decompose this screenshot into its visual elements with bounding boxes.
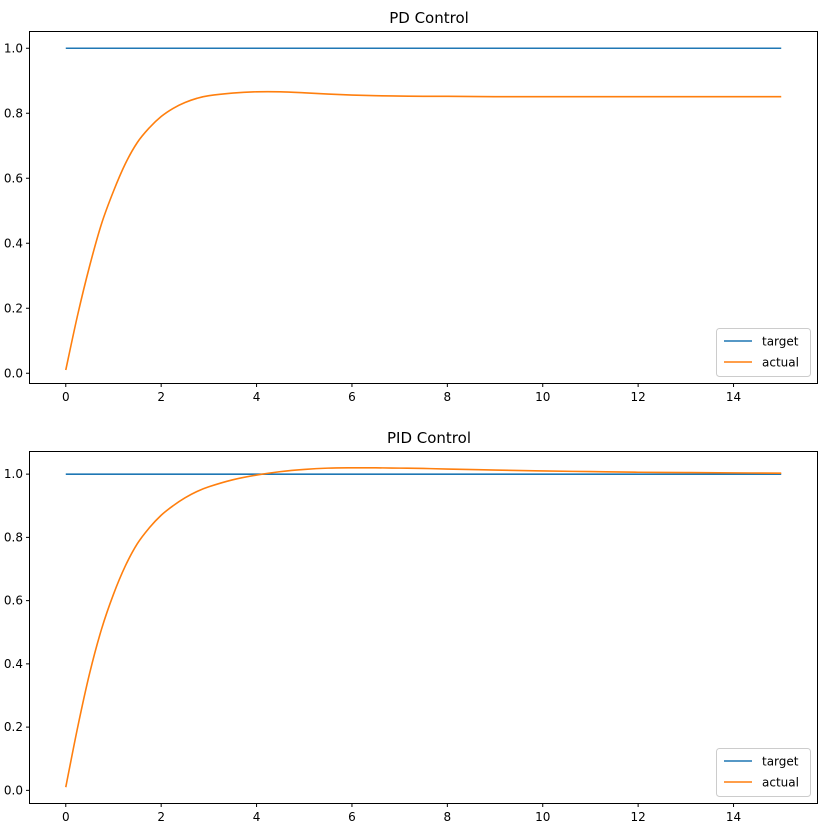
- x-axis: 0 2 4 6 8 10 12 14: [62, 383, 741, 404]
- y-tick-label: 0.8: [4, 106, 23, 120]
- y-tick-label: 1.0: [4, 41, 23, 55]
- legend-label-actual: actual: [762, 776, 799, 790]
- y-tick-label: 0.6: [4, 594, 23, 608]
- x-tick-label: 0: [62, 810, 70, 824]
- y-tick-label: 0.8: [4, 530, 23, 544]
- x-tick-label: 8: [444, 390, 452, 404]
- x-tick-label: 14: [726, 810, 741, 824]
- pd-control-chart: PD Control 0 2 4 6 8 10 12 14 0.0 0.2 0.4 0.6 0.8 1.…: [4, 9, 818, 404]
- chart-title: PD Control: [389, 9, 469, 27]
- series-line-actual: [64, 466, 782, 788]
- x-tick-label: 10: [535, 390, 550, 404]
- x-tick-label: 2: [157, 810, 165, 824]
- y-tick-label: 0.2: [4, 720, 23, 734]
- plot-area-frame: [29, 451, 818, 804]
- x-tick-label: 12: [630, 810, 645, 824]
- x-axis: 0 2 4 6 8 10 12 14: [62, 803, 741, 824]
- x-tick-label: 12: [630, 390, 645, 404]
- series-layer: [64, 47, 782, 371]
- y-axis: 0.0 0.2 0.4 0.6 0.8 1.0: [4, 467, 30, 797]
- x-tick-label: 6: [348, 390, 356, 404]
- x-tick-label: 6: [348, 810, 356, 824]
- x-tick-label: 2: [157, 390, 165, 404]
- series-layer: [64, 466, 782, 788]
- x-tick-label: 14: [726, 390, 741, 404]
- x-tick-label: 0: [62, 390, 70, 404]
- y-tick-label: 0.4: [4, 236, 23, 250]
- pid-control-chart: PID Control 0 2 4 6 8 10 12 14 0.0 0.2 0.4 0.6 0.8 1…: [4, 429, 818, 824]
- y-tick-label: 0.2: [4, 301, 23, 315]
- x-tick-label: 4: [253, 390, 261, 404]
- plot-area-frame: [29, 31, 818, 384]
- x-tick-label: 8: [444, 810, 452, 824]
- y-tick-label: 0.0: [4, 783, 23, 797]
- series-line-actual: [64, 90, 782, 371]
- legend: target actual: [716, 328, 811, 377]
- legend-label-actual: actual: [762, 356, 799, 370]
- x-tick-label: 4: [253, 810, 261, 824]
- chart-title: PID Control: [387, 429, 471, 447]
- y-axis: 0.0 0.2 0.4 0.6 0.8 1.0: [4, 41, 30, 380]
- x-tick-label: 10: [535, 810, 550, 824]
- legend-label-target: target: [762, 755, 799, 769]
- y-tick-label: 0.4: [4, 657, 23, 671]
- y-tick-label: 1.0: [4, 467, 23, 481]
- legend-label-target: target: [762, 335, 799, 349]
- y-tick-label: 0.6: [4, 171, 23, 185]
- y-tick-label: 0.0: [4, 366, 23, 380]
- legend: target actual: [716, 748, 811, 797]
